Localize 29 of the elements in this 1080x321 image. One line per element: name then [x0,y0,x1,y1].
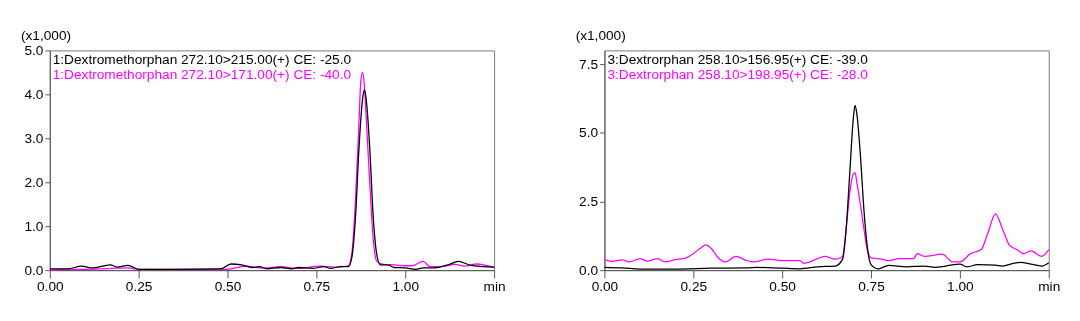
y-axis-title: (x1,000) [20,28,72,44]
x-tick-label: 0.00 [36,279,64,295]
y-tick-label: 0.0 [24,262,44,278]
series-label: 1:Dextromethorphan 272.10>171.00(+) CE: -40.0 [52,66,352,82]
x-tick-label: 0.25 [680,279,708,295]
x-tick-label: min [483,279,506,295]
y-tick-label: 3.0 [24,130,44,146]
line-series [603,172,1050,264]
y-tick-label: 5.0 [24,42,44,58]
x-tick-label: 1.00 [947,279,975,295]
x-tick-label: 0.50 [214,279,242,295]
x-tick-label: 0.75 [303,279,331,295]
y-tick-label: 2.5 [579,193,599,209]
x-tick-label: 0.25 [125,279,153,295]
y-tick-label: 5.0 [579,125,599,141]
text: 3:Dextrorphan 258.10>198.95(+) CE: -28.0 [607,66,869,82]
y-axis-title: (x1,000) [575,28,626,44]
x-tick-label: 0.50 [769,279,797,295]
y-tick-label: 4.0 [24,86,44,102]
text: 1:Dextromethorphan 272.10>215.00(+) CE: -25.0 [52,52,352,68]
y-tick-label: 2.0 [24,174,44,190]
x-tick-label: 1.00 [392,279,420,295]
x-tick-label: 0.75 [858,279,886,295]
y-tick-label: 0.0 [579,262,599,278]
y-tick-label: 1.0 [24,218,44,234]
y-tick-label: 7.5 [579,56,599,72]
x-tick-label: 0.00 [591,279,619,295]
x-tick-label: min [1038,279,1061,295]
text: 3:Dextrorphan 258.10>156.95(+) CE: -39.0 [607,52,869,68]
